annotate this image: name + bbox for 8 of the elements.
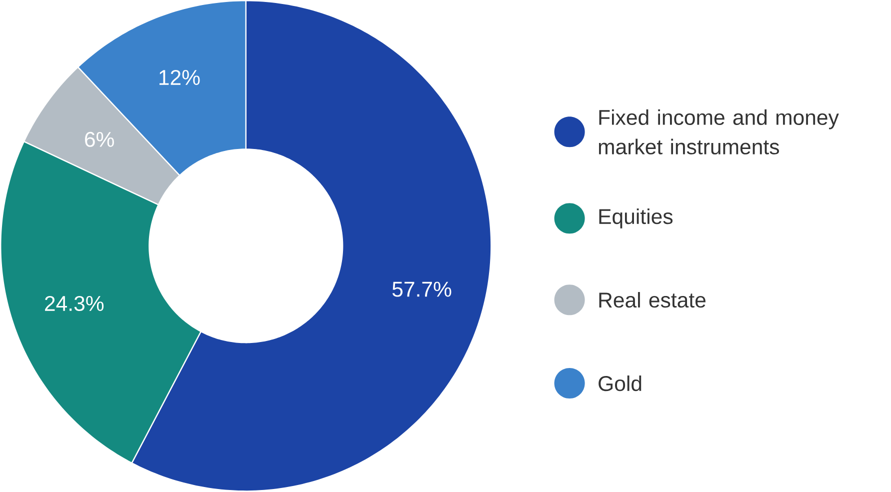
legend-label: Gold bbox=[598, 376, 642, 392]
data-label: 57.7% bbox=[392, 282, 452, 297]
data-label: 6% bbox=[85, 132, 114, 148]
legend-label: Fixed income and money market instruments bbox=[598, 109, 839, 155]
data-label: 12% bbox=[160, 70, 200, 86]
legend-label: Equities bbox=[599, 208, 673, 228]
data-label: 24.3% bbox=[45, 296, 104, 312]
legend-label: Real estate bbox=[599, 292, 706, 308]
